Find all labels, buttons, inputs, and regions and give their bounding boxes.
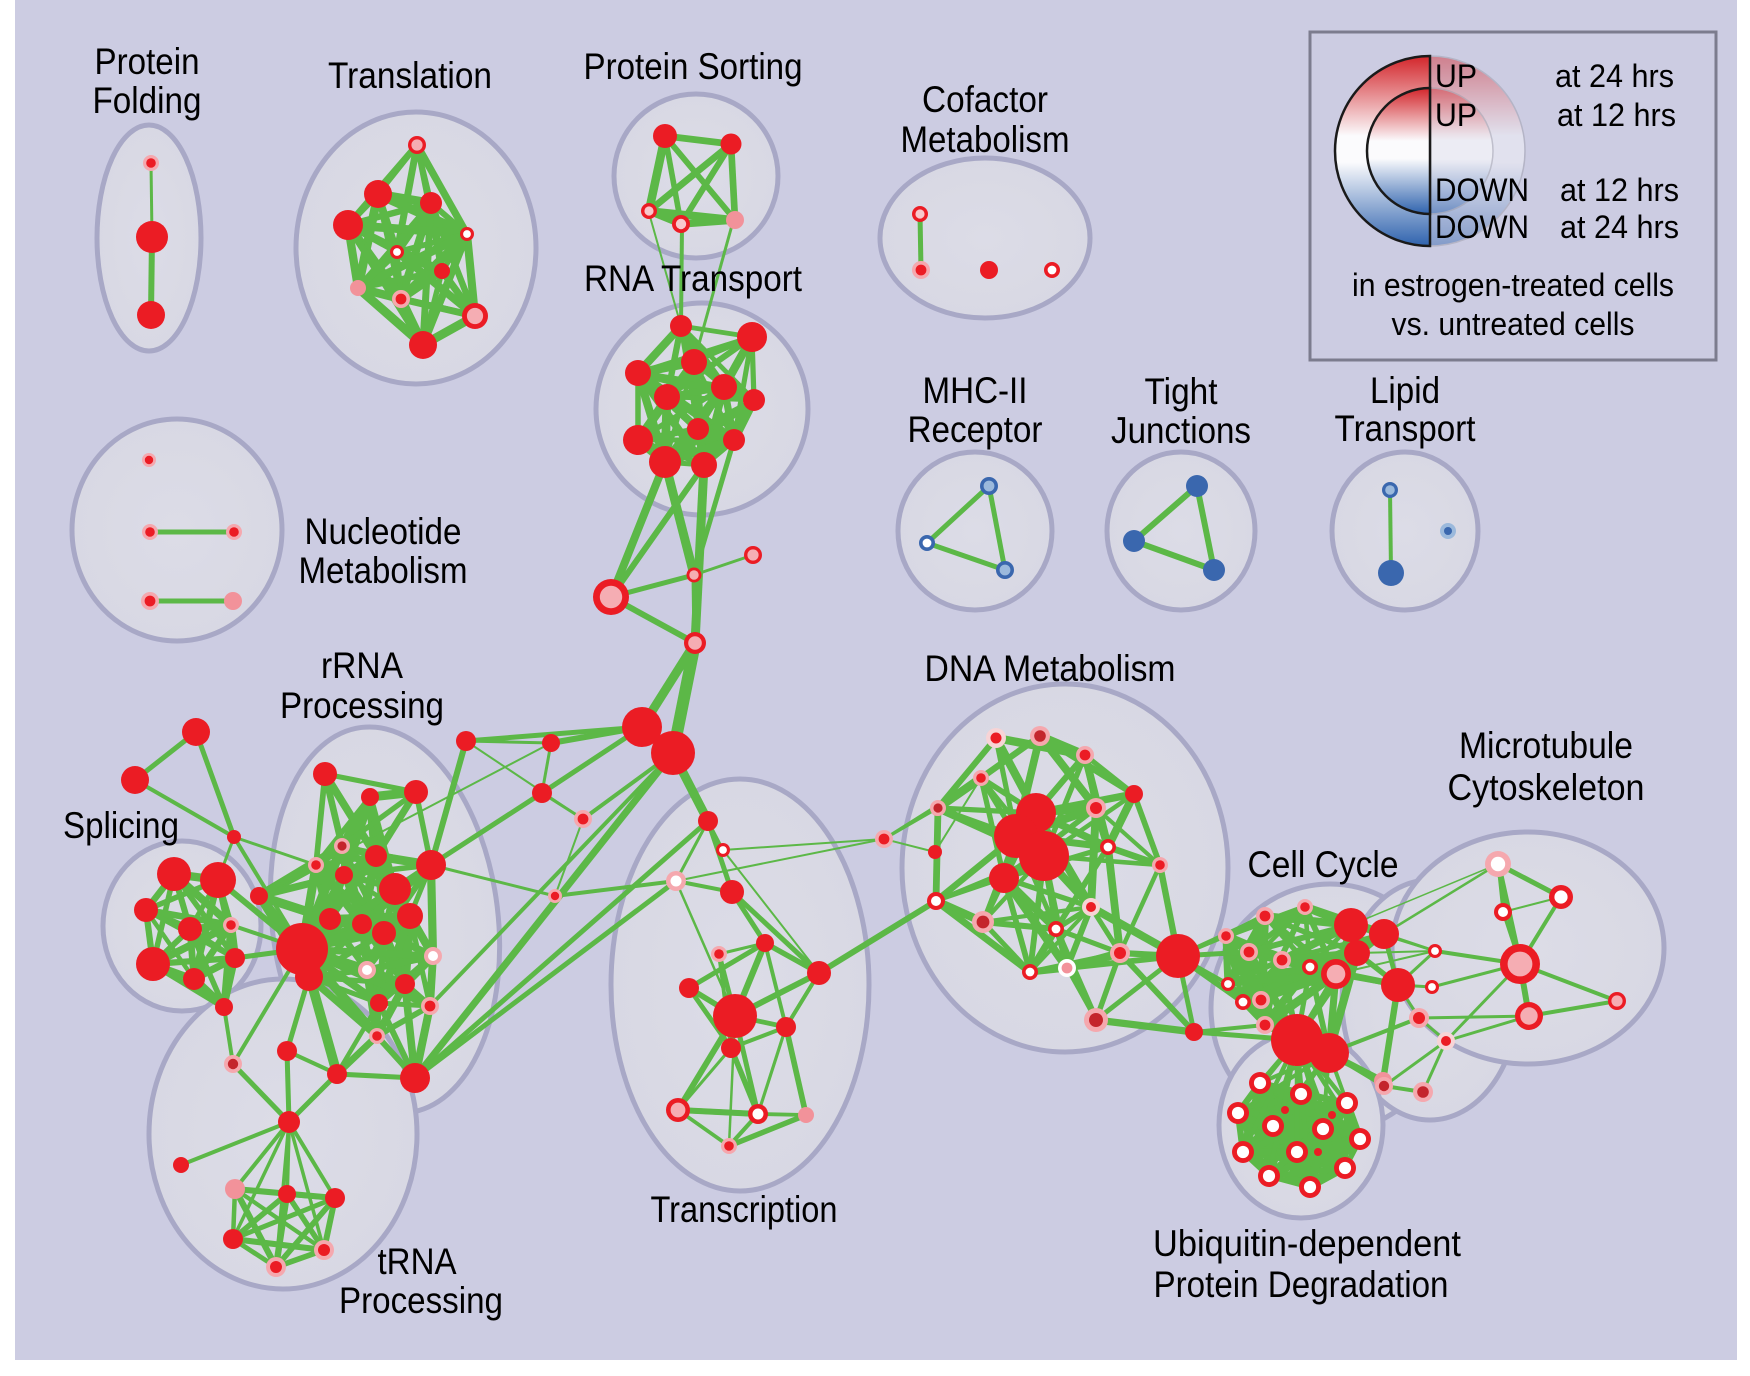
svg-text:MHC-II: MHC-II [923, 370, 1028, 411]
svg-text:Processing: Processing [339, 1280, 503, 1321]
svg-text:DOWN: DOWN [1435, 209, 1529, 245]
svg-text:Nucleotide: Nucleotide [305, 511, 462, 552]
svg-text:Cofactor: Cofactor [922, 79, 1048, 120]
svg-text:Processing: Processing [280, 685, 444, 726]
svg-text:Translation: Translation [328, 55, 492, 96]
svg-text:Protein Degradation: Protein Degradation [1154, 1264, 1449, 1305]
svg-text:rRNA: rRNA [321, 645, 403, 686]
svg-text:RNA Transport: RNA Transport [584, 258, 803, 299]
svg-text:UP: UP [1435, 58, 1477, 94]
svg-text:Folding: Folding [93, 80, 202, 121]
svg-text:Protein: Protein [95, 41, 200, 82]
svg-text:DOWN: DOWN [1435, 172, 1529, 208]
svg-text:UP: UP [1435, 97, 1477, 133]
svg-text:Ubiquitin-dependent: Ubiquitin-dependent [1153, 1223, 1462, 1264]
svg-text:Junctions: Junctions [1111, 410, 1251, 451]
svg-text:at 24 hrs: at 24 hrs [1555, 58, 1674, 94]
svg-text:Lipid: Lipid [1370, 370, 1440, 411]
svg-text:Protein Sorting: Protein Sorting [584, 46, 803, 87]
svg-text:DNA Metabolism: DNA Metabolism [925, 648, 1176, 689]
svg-text:Cell Cycle: Cell Cycle [1248, 844, 1399, 885]
svg-text:Microtubule: Microtubule [1459, 725, 1633, 766]
svg-text:Metabolism: Metabolism [901, 119, 1070, 160]
svg-text:Transport: Transport [1335, 408, 1477, 449]
svg-text:Receptor: Receptor [908, 409, 1043, 450]
svg-text:at 12 hrs: at 12 hrs [1560, 172, 1679, 208]
svg-text:at 12 hrs: at 12 hrs [1557, 97, 1676, 133]
svg-text:Cytoskeleton: Cytoskeleton [1448, 767, 1645, 808]
svg-text:vs. untreated cells: vs. untreated cells [1392, 306, 1635, 342]
svg-text:tRNA: tRNA [378, 1241, 457, 1282]
svg-text:Splicing: Splicing [63, 805, 179, 846]
svg-text:in estrogen-treated cells: in estrogen-treated cells [1352, 267, 1674, 303]
svg-text:Metabolism: Metabolism [299, 550, 468, 591]
svg-text:at 24 hrs: at 24 hrs [1560, 209, 1679, 245]
svg-text:Tight: Tight [1145, 371, 1219, 412]
svg-text:Transcription: Transcription [651, 1189, 838, 1230]
